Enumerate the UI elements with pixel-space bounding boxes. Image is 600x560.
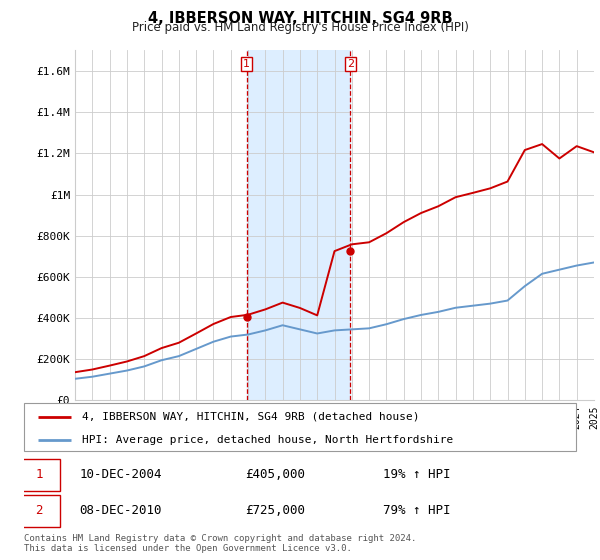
FancyBboxPatch shape — [19, 459, 60, 491]
Text: 2: 2 — [347, 59, 354, 69]
Text: £405,000: £405,000 — [245, 468, 305, 481]
Text: 1: 1 — [35, 468, 43, 481]
Text: 10-DEC-2004: 10-DEC-2004 — [79, 468, 162, 481]
Text: HPI: Average price, detached house, North Hertfordshire: HPI: Average price, detached house, Nort… — [82, 435, 453, 445]
Bar — [247, 50, 350, 400]
Text: 1: 1 — [243, 59, 250, 69]
Text: 2: 2 — [35, 505, 43, 517]
Text: 4, IBBERSON WAY, HITCHIN, SG4 9RB (detached house): 4, IBBERSON WAY, HITCHIN, SG4 9RB (detac… — [82, 412, 419, 422]
FancyBboxPatch shape — [19, 495, 60, 527]
Text: 19% ↑ HPI: 19% ↑ HPI — [383, 468, 450, 481]
Text: £725,000: £725,000 — [245, 505, 305, 517]
Text: 08-DEC-2010: 08-DEC-2010 — [79, 505, 162, 517]
Text: 79% ↑ HPI: 79% ↑ HPI — [383, 505, 450, 517]
Text: Contains HM Land Registry data © Crown copyright and database right 2024.
This d: Contains HM Land Registry data © Crown c… — [24, 534, 416, 553]
Text: 4, IBBERSON WAY, HITCHIN, SG4 9RB: 4, IBBERSON WAY, HITCHIN, SG4 9RB — [148, 11, 452, 26]
Text: Price paid vs. HM Land Registry's House Price Index (HPI): Price paid vs. HM Land Registry's House … — [131, 21, 469, 34]
FancyBboxPatch shape — [24, 403, 576, 451]
